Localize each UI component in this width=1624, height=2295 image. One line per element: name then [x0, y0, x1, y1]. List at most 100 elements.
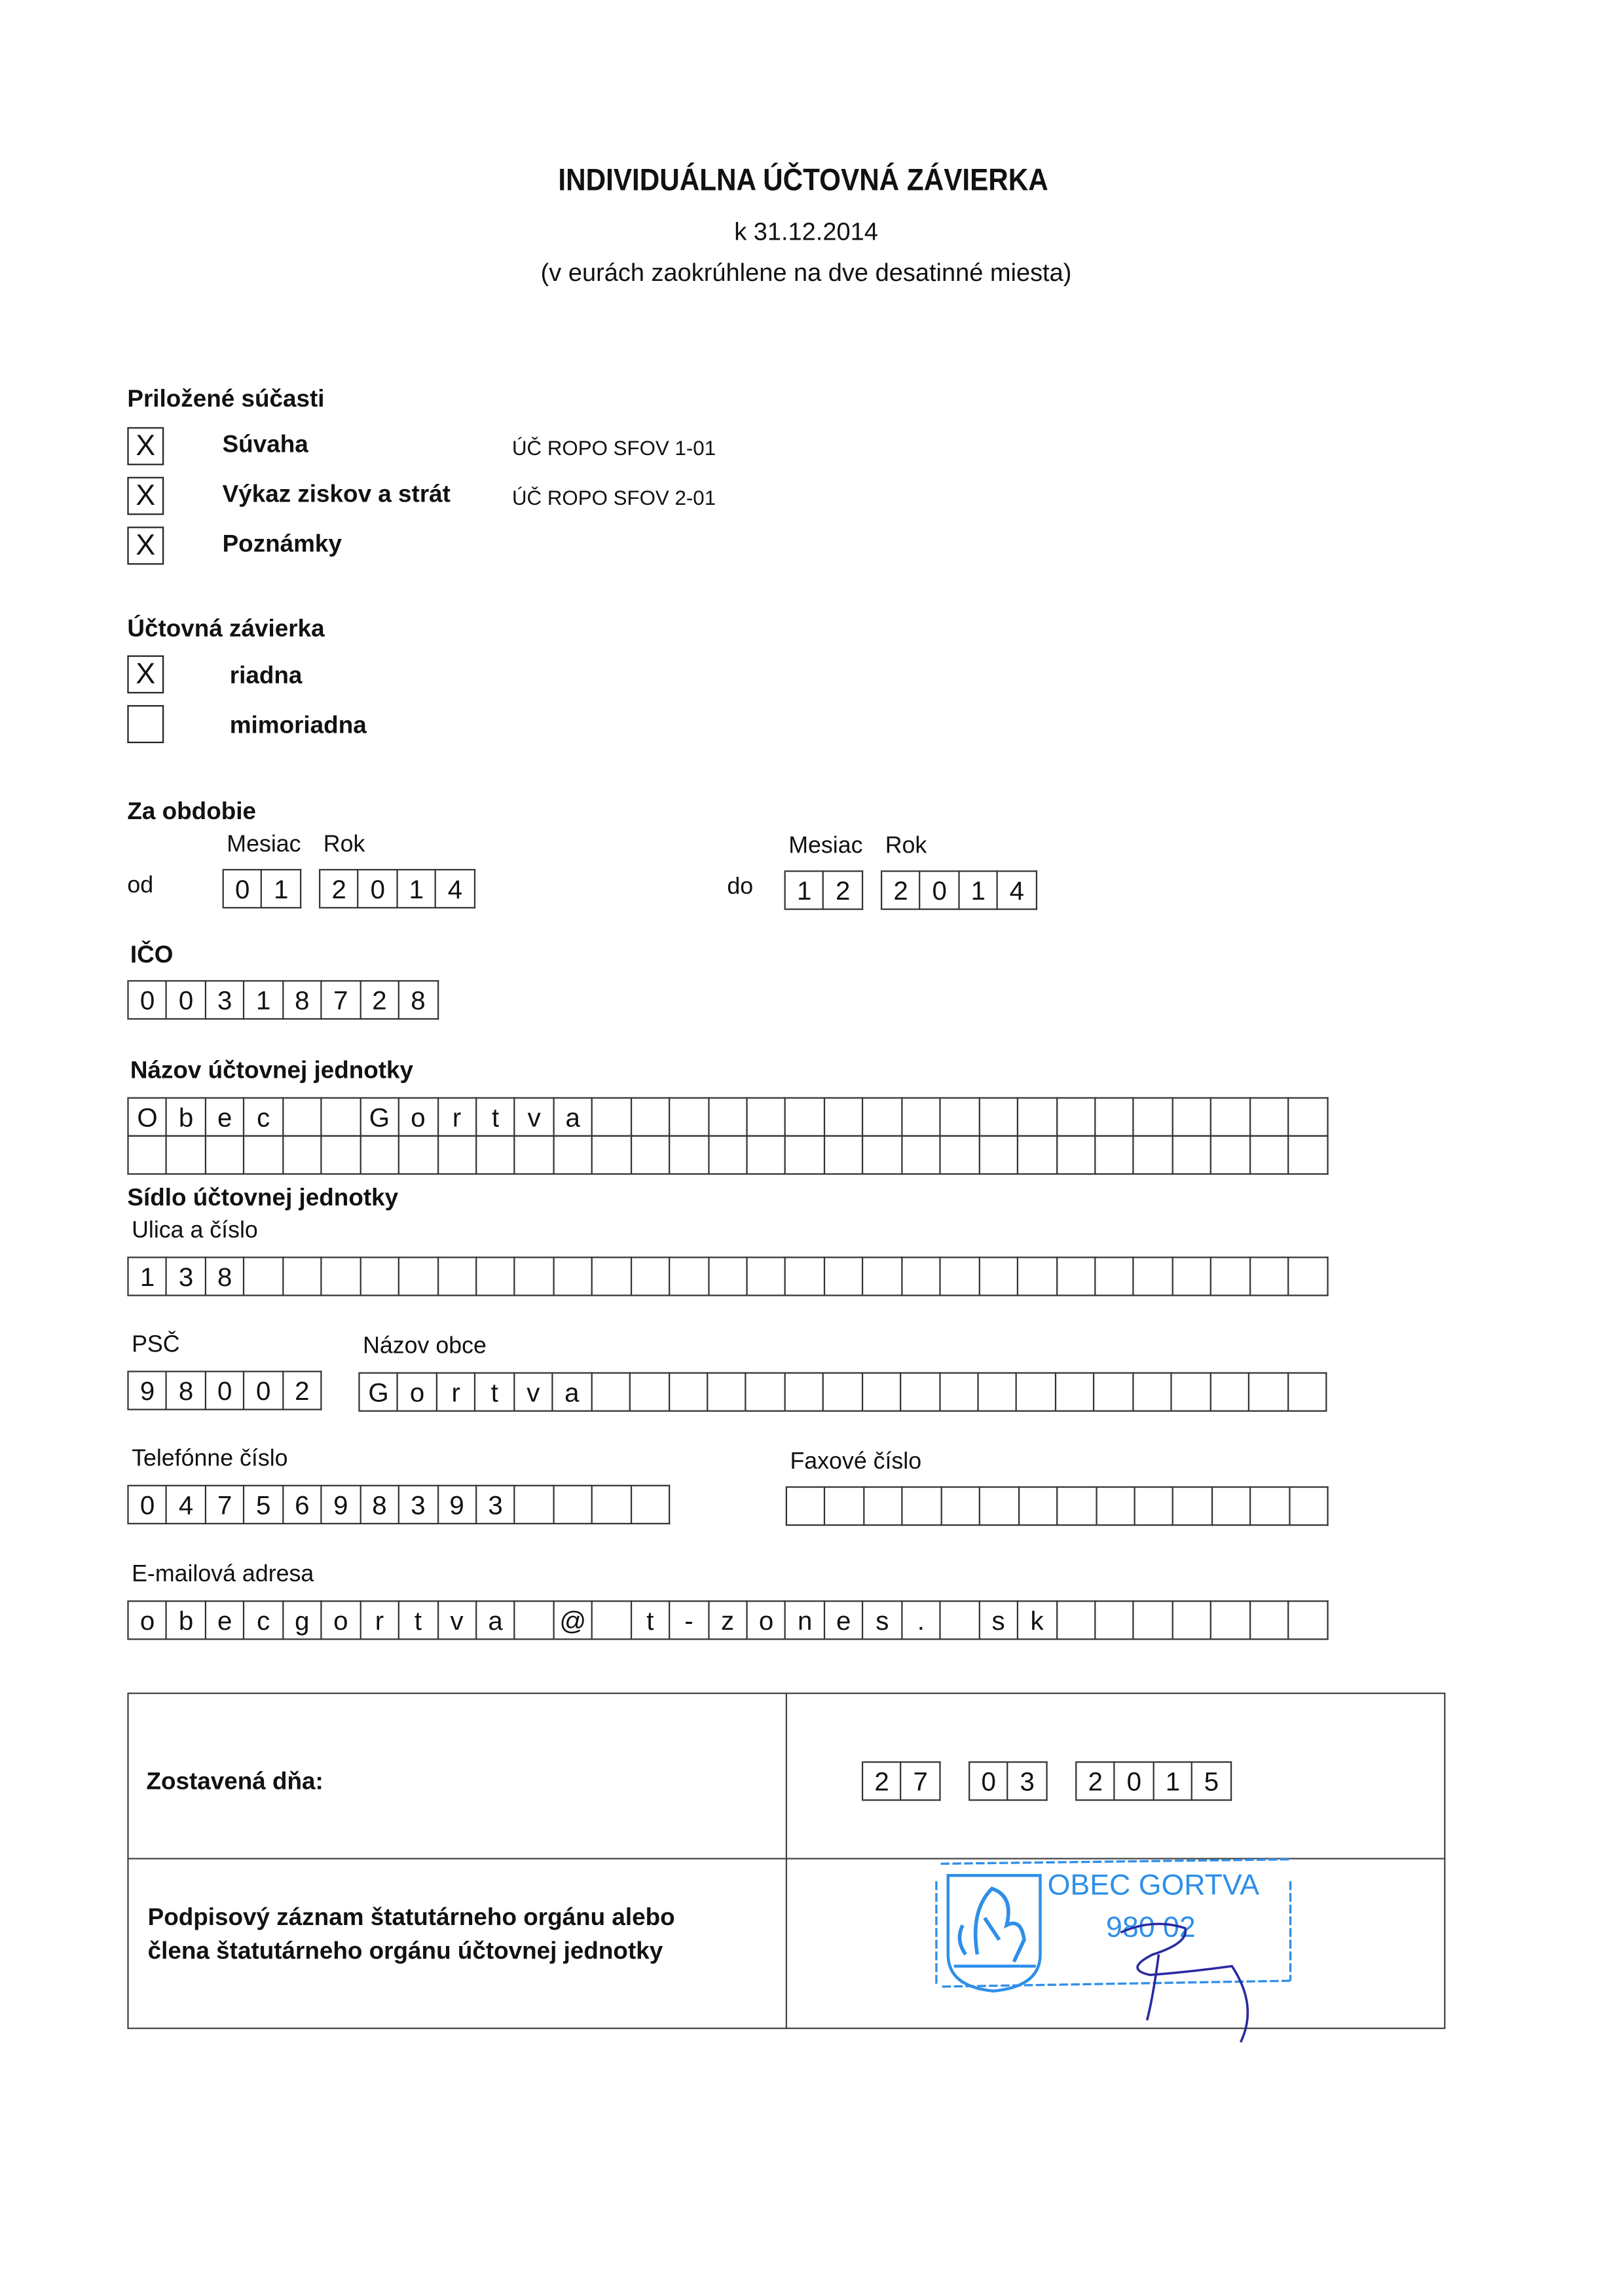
char-cell[interactable]: 3 — [399, 1484, 439, 1525]
char-cell[interactable] — [1211, 1135, 1251, 1175]
char-cell[interactable] — [1057, 1097, 1096, 1137]
char-cell[interactable] — [1018, 1135, 1058, 1175]
char-cell[interactable] — [1211, 1257, 1251, 1296]
char-cell[interactable] — [863, 1135, 902, 1175]
char-cell[interactable] — [1250, 1257, 1289, 1296]
char-cell[interactable]: 4 — [436, 869, 475, 909]
char-cell[interactable] — [1057, 1257, 1096, 1296]
checkbox-vykaz[interactable]: X — [127, 477, 164, 515]
char-cell[interactable]: t — [631, 1600, 671, 1640]
char-cell[interactable]: G — [361, 1097, 400, 1137]
char-cell[interactable]: v — [514, 1372, 553, 1412]
char-cell[interactable] — [709, 1097, 748, 1137]
char-cell[interactable] — [1017, 1372, 1056, 1412]
name-field-row-2[interactable] — [127, 1135, 1328, 1175]
char-cell[interactable]: 9 — [128, 1370, 168, 1410]
char-cell[interactable]: r — [438, 1097, 477, 1137]
char-cell[interactable] — [1018, 1097, 1058, 1137]
email-field[interactable]: o b e c g o r t v a @ t - z o n e s. s k — [127, 1600, 1328, 1640]
char-cell[interactable]: 3 — [477, 1484, 516, 1525]
char-cell[interactable] — [438, 1257, 477, 1296]
char-cell[interactable] — [747, 1257, 786, 1296]
char-cell[interactable] — [1096, 1097, 1135, 1137]
char-cell[interactable]: o — [399, 1097, 439, 1137]
char-cell[interactable] — [824, 1135, 864, 1175]
char-cell[interactable]: t — [477, 1097, 516, 1137]
char-cell[interactable]: 1 — [128, 1257, 168, 1296]
char-cell[interactable] — [670, 1135, 709, 1175]
char-cell[interactable] — [1251, 1486, 1290, 1526]
char-cell[interactable] — [128, 1135, 168, 1175]
char-cell[interactable] — [670, 1097, 709, 1137]
char-cell[interactable] — [515, 1600, 555, 1640]
char-cell[interactable]: 0 — [223, 869, 263, 909]
char-cell[interactable]: a — [553, 1372, 593, 1412]
char-cell[interactable]: 0 — [921, 870, 960, 910]
char-cell[interactable] — [399, 1257, 439, 1296]
char-cell[interactable] — [747, 1097, 786, 1137]
char-cell[interactable]: 0 — [1115, 1761, 1154, 1801]
char-cell[interactable]: t — [475, 1372, 515, 1412]
char-cell[interactable]: e — [206, 1097, 245, 1137]
char-cell[interactable] — [1134, 1097, 1173, 1137]
char-cell[interactable] — [1134, 1257, 1173, 1296]
char-cell[interactable] — [786, 1486, 826, 1526]
char-cell[interactable] — [902, 1135, 942, 1175]
char-cell[interactable] — [901, 1372, 940, 1412]
char-cell[interactable] — [515, 1257, 555, 1296]
char-cell[interactable] — [244, 1257, 284, 1296]
char-cell[interactable] — [1173, 1486, 1213, 1526]
char-cell[interactable] — [902, 1257, 942, 1296]
char-cell[interactable] — [826, 1486, 865, 1526]
char-cell[interactable]: 8 — [283, 980, 322, 1020]
char-cell[interactable] — [477, 1257, 516, 1296]
char-cell[interactable] — [786, 1135, 825, 1175]
char-cell[interactable] — [1096, 1600, 1135, 1640]
char-cell[interactable] — [1056, 1372, 1095, 1412]
char-cell[interactable] — [1289, 1135, 1328, 1175]
char-cell[interactable] — [244, 1135, 284, 1175]
char-cell[interactable]: 0 — [128, 1484, 168, 1525]
char-cell[interactable] — [593, 1257, 632, 1296]
char-cell[interactable]: G — [360, 1372, 399, 1412]
char-cell[interactable] — [283, 1097, 322, 1137]
char-cell[interactable] — [980, 1257, 1019, 1296]
char-cell[interactable] — [283, 1257, 322, 1296]
char-cell[interactable]: 3 — [167, 1257, 206, 1296]
char-cell[interactable]: 5 — [244, 1484, 284, 1525]
char-cell[interactable] — [206, 1135, 245, 1175]
char-cell[interactable] — [1289, 1486, 1329, 1526]
char-cell[interactable] — [1289, 1600, 1328, 1640]
char-cell[interactable]: g — [283, 1600, 322, 1640]
char-cell[interactable]: 1 — [262, 869, 301, 909]
char-cell[interactable]: 1 — [959, 870, 999, 910]
char-cell[interactable] — [1250, 1600, 1289, 1640]
char-cell[interactable]: 4 — [998, 870, 1037, 910]
char-cell[interactable] — [862, 1372, 902, 1412]
char-cell[interactable] — [941, 1097, 980, 1137]
char-cell[interactable] — [903, 1486, 942, 1526]
char-cell[interactable] — [438, 1135, 477, 1175]
char-cell[interactable]: r — [361, 1600, 400, 1640]
char-cell[interactable]: 2 — [283, 1370, 322, 1410]
char-cell[interactable] — [942, 1486, 981, 1526]
char-cell[interactable]: 1 — [1154, 1761, 1193, 1801]
char-cell[interactable] — [1018, 1257, 1058, 1296]
char-cell[interactable] — [631, 1135, 671, 1175]
char-cell[interactable] — [1173, 1600, 1212, 1640]
char-cell[interactable]: 8 — [167, 1370, 206, 1410]
char-cell[interactable] — [747, 1135, 786, 1175]
char-cell[interactable]: e — [824, 1600, 864, 1640]
char-cell[interactable] — [1173, 1097, 1212, 1137]
char-cell[interactable]: b — [167, 1097, 206, 1137]
char-cell[interactable]: k — [1018, 1600, 1058, 1640]
char-cell[interactable]: 1 — [244, 980, 284, 1020]
char-cell[interactable]: e — [206, 1600, 245, 1640]
